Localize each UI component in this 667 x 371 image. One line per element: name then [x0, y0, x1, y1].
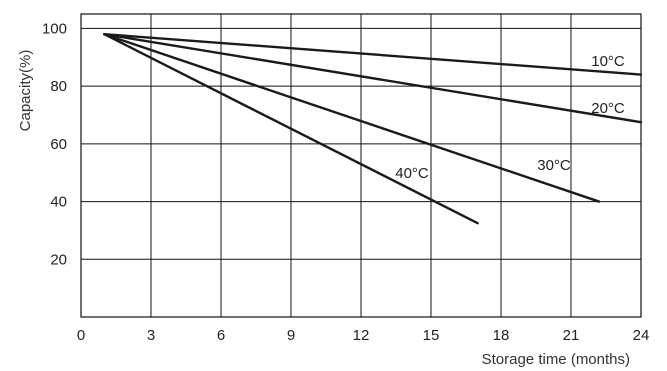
y-tick-20: 20 — [50, 251, 67, 268]
x-tick-labels: 0 3 6 9 12 15 18 21 24 — [77, 327, 650, 344]
x-tick-18: 18 — [493, 327, 510, 344]
series-line-40c — [103, 33, 479, 225]
y-tick-labels: 20 40 60 80 100 — [42, 20, 67, 268]
x-tick-12: 12 — [353, 327, 370, 344]
series-label-40c: 40°C — [395, 165, 429, 182]
series-line-30c — [103, 33, 601, 203]
y-tick-80: 80 — [50, 78, 67, 95]
series-label-20c: 20°C — [591, 100, 625, 117]
series-group — [103, 33, 643, 225]
x-tick-6: 6 — [217, 327, 225, 344]
x-tick-24: 24 — [633, 327, 650, 344]
plot-frame — [80, 13, 642, 318]
x-tick-21: 21 — [563, 327, 580, 344]
y-tick-60: 60 — [50, 136, 67, 153]
series-line-10c — [103, 33, 643, 76]
x-tick-15: 15 — [423, 327, 440, 344]
y-tick-40: 40 — [50, 194, 67, 211]
series-label-30c: 30°C — [537, 157, 571, 174]
x-tick-3: 3 — [147, 327, 155, 344]
y-tick-100: 100 — [42, 20, 67, 37]
y-axis-label: Capacity(%) — [17, 50, 34, 132]
series-labels: 10°C 20°C 30°C 40°C — [395, 53, 625, 182]
x-axis-label: Storage time (months) — [482, 351, 630, 368]
x-tick-0: 0 — [77, 327, 85, 344]
series-line-20c — [103, 33, 643, 124]
series-label-10c: 10°C — [591, 53, 625, 70]
x-tick-9: 9 — [287, 327, 295, 344]
